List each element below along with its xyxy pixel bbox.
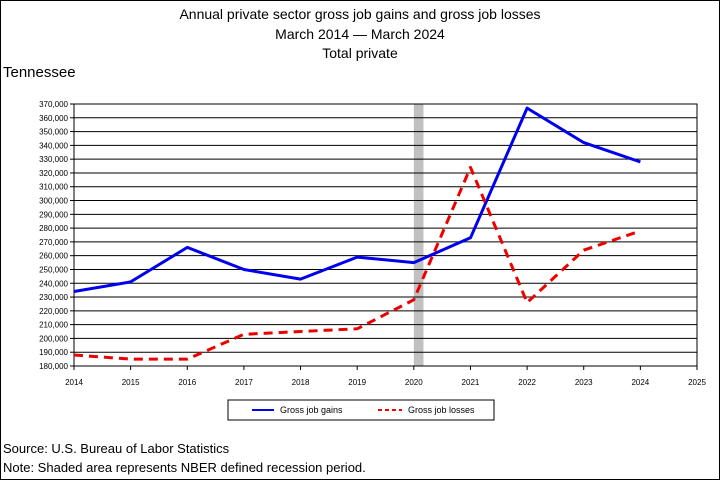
x-tick-label: 2016 bbox=[178, 378, 196, 387]
y-tick-label: 370,000 bbox=[39, 100, 68, 109]
x-tick-label: 2014 bbox=[65, 378, 83, 387]
chart-date-range: March 2014 — March 2024 bbox=[275, 26, 445, 42]
x-tick-label: 2025 bbox=[688, 378, 706, 387]
recession-note: Note: Shaded area represents NBER define… bbox=[3, 460, 366, 475]
plot-area bbox=[73, 103, 698, 367]
y-tick-label: 350,000 bbox=[39, 128, 68, 137]
y-tick-label: 200,000 bbox=[39, 334, 68, 343]
x-tick-label: 2021 bbox=[462, 378, 480, 387]
y-tick-label: 260,000 bbox=[39, 252, 68, 261]
legend-gains-label: Gross job gains bbox=[280, 405, 343, 415]
chart-series-title: Total private bbox=[322, 45, 398, 61]
y-tick-label: 320,000 bbox=[39, 169, 68, 178]
x-tick-label: 2023 bbox=[575, 378, 593, 387]
y-tick-label: 240,000 bbox=[39, 279, 68, 288]
x-tick-label: 2018 bbox=[292, 378, 310, 387]
y-tick-label: 180,000 bbox=[39, 362, 68, 371]
y-tick-label: 190,000 bbox=[39, 348, 68, 357]
y-tick-label: 220,000 bbox=[39, 307, 68, 316]
y-tick-label: 210,000 bbox=[39, 321, 68, 330]
x-tick-label: 2022 bbox=[518, 378, 536, 387]
y-tick-label: 340,000 bbox=[39, 141, 68, 150]
recession-shading bbox=[413, 104, 424, 366]
x-tick-label: 2019 bbox=[348, 378, 366, 387]
y-tick-label: 230,000 bbox=[39, 293, 68, 302]
x-tick-label: 2017 bbox=[235, 378, 253, 387]
y-tick-label: 250,000 bbox=[39, 265, 68, 274]
losses-series-line bbox=[73, 165, 641, 361]
y-tick-label: 290,000 bbox=[39, 210, 68, 219]
y-tick-label: 360,000 bbox=[39, 114, 68, 123]
source-note: Source: U.S. Bureau of Labor Statistics bbox=[3, 441, 230, 456]
x-tick-label: 2020 bbox=[405, 378, 423, 387]
y-tick-label: 310,000 bbox=[39, 183, 68, 192]
chart-title: Annual private sector gross job gains an… bbox=[179, 6, 541, 22]
y-tick-label: 270,000 bbox=[39, 238, 68, 247]
x-tick-label: 2015 bbox=[122, 378, 140, 387]
legend-box bbox=[227, 399, 495, 421]
gains-series-line bbox=[73, 106, 641, 293]
y-tick-label: 280,000 bbox=[39, 224, 68, 233]
x-tick-label: 2024 bbox=[631, 378, 649, 387]
state-label: Tennessee bbox=[3, 64, 76, 81]
y-tick-label: 300,000 bbox=[39, 197, 68, 206]
y-tick-label: 330,000 bbox=[39, 155, 68, 164]
legend-losses-label: Gross job losses bbox=[408, 405, 475, 415]
